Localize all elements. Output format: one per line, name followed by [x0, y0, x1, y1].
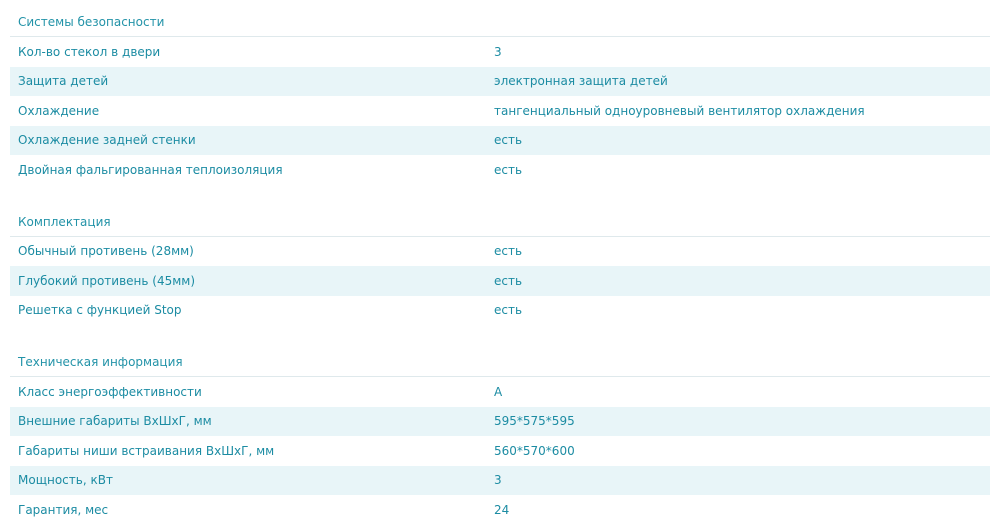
row-value: есть: [494, 133, 523, 148]
table-row: Мощность, кВт 3: [10, 465, 990, 495]
row-label: Защита детей: [18, 74, 109, 89]
section-equipment: Комплектация Обычный противень (28мм) ес…: [10, 200, 990, 326]
table-row: Габариты ниши встраивания ВхШхГ, мм 560*…: [10, 436, 990, 466]
row-value: есть: [494, 303, 523, 318]
row-label: Мощность, кВт: [18, 473, 113, 488]
row-value: A: [494, 384, 503, 399]
row-value: есть: [494, 244, 523, 259]
section-title: Комплектация: [10, 200, 990, 237]
section-title: Системы безопасности: [10, 0, 990, 37]
table-row: Кол-во стекол в двери 3: [10, 37, 990, 67]
row-label: Внешние габариты ВхШхГ, мм: [18, 414, 212, 429]
table-row: Обычный противень (28мм) есть: [10, 237, 990, 267]
table-row: Внешние габариты ВхШхГ, мм 595*575*595: [10, 406, 990, 436]
spec-table: Системы безопасности Кол-во стекол в две…: [10, 0, 990, 525]
row-label: Охлаждение задней стенки: [18, 133, 196, 148]
table-row: Двойная фальгированная теплоизоляция ест…: [10, 155, 990, 185]
table-row: Класс энергоэффективности A: [10, 377, 990, 407]
row-value: есть: [494, 273, 523, 288]
row-value: электронная защита детей: [494, 74, 668, 89]
table-row: Решетка с функцией Stop есть: [10, 296, 990, 326]
row-value: 595*575*595: [494, 414, 575, 429]
row-label: Охлаждение: [18, 103, 100, 118]
section-technical: Техническая информация Класс энергоэффек…: [10, 340, 990, 525]
table-row: Глубокий противень (45мм) есть: [10, 266, 990, 296]
row-value: тангенциальный одноуровневый вентилятор …: [494, 103, 865, 118]
table-row: Защита детей электронная защита детей: [10, 66, 990, 96]
row-label: Глубокий противень (45мм): [18, 273, 196, 288]
row-value: 560*570*600: [494, 443, 575, 458]
row-label: Габариты ниши встраивания ВхШхГ, мм: [18, 443, 275, 458]
row-label: Обычный противень (28мм): [18, 244, 194, 259]
section-safety: Системы безопасности Кол-во стекол в две…: [10, 0, 990, 185]
table-row: Охлаждение тангенциальный одноуровневый …: [10, 96, 990, 126]
row-label: Кол-во стекол в двери: [18, 44, 161, 59]
row-label: Двойная фальгированная теплоизоляция: [18, 162, 283, 177]
row-value: есть: [494, 162, 523, 177]
row-value: 24: [494, 502, 510, 517]
row-value: 3: [494, 44, 502, 59]
section-title: Техническая информация: [10, 340, 990, 377]
row-label: Решетка с функцией Stop: [18, 303, 182, 318]
row-label: Класс энергоэффективности: [18, 384, 202, 399]
row-label: Гарантия, мес: [18, 502, 109, 517]
table-row: Гарантия, мес 24: [10, 495, 990, 525]
row-value: 3: [494, 473, 502, 488]
table-row: Охлаждение задней стенки есть: [10, 125, 990, 155]
